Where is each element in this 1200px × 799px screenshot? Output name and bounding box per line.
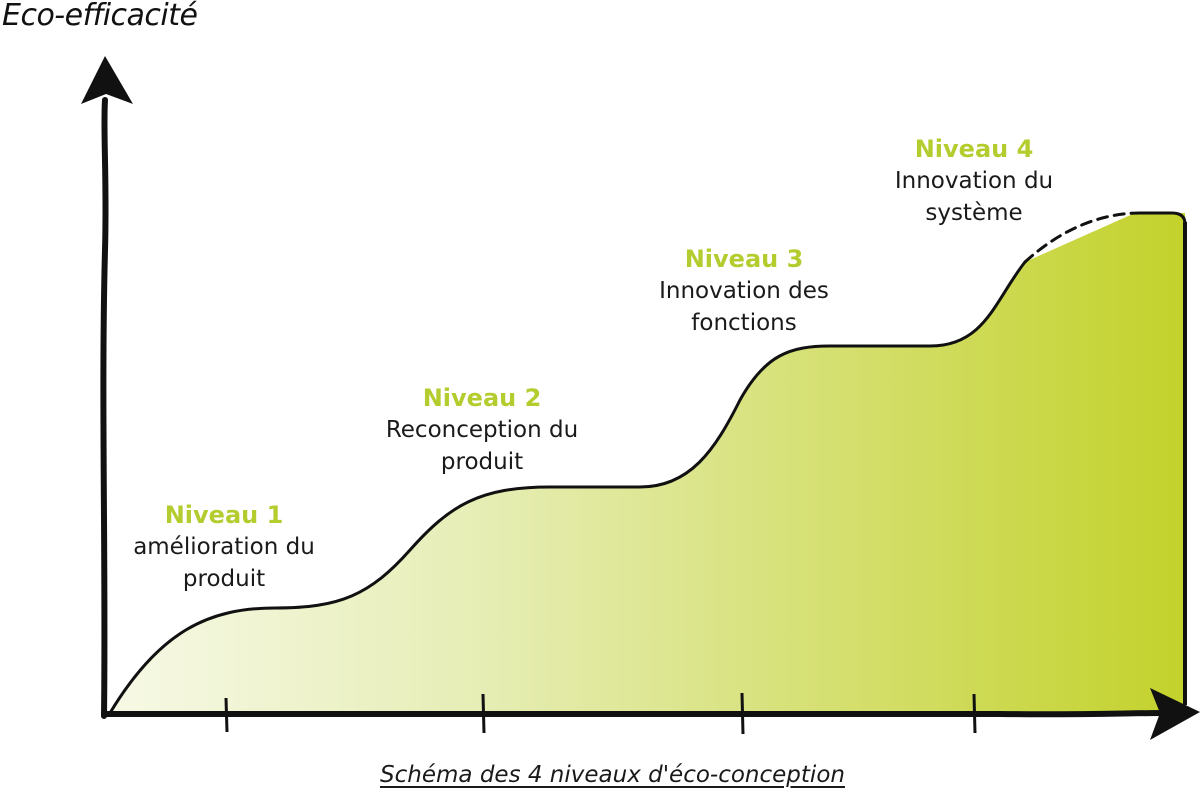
level-1-label: Niveau 1 amélioration du produit <box>94 499 354 595</box>
x-axis-tick <box>481 693 486 734</box>
eco-efficiency-area <box>110 213 1185 713</box>
y-axis-label: Eco-efficacité <box>2 0 198 33</box>
level-3-title: Niveau 3 <box>684 245 804 273</box>
x-axis-arrowhead <box>1150 688 1200 740</box>
level-1-desc-line2: produit <box>182 566 266 592</box>
level-4-label: Niveau 4 Innovation du système <box>844 133 1104 229</box>
level-2-title: Niveau 2 <box>422 384 542 412</box>
plateau-top <box>1138 211 1187 226</box>
x-axis-tick <box>224 697 229 733</box>
projected-curve-dashed <box>1023 211 1142 264</box>
x-axis-tick <box>740 692 745 735</box>
level-2-label: Niveau 2 Reconception du produit <box>352 382 612 478</box>
diagram-caption: Schéma des 4 niveaux d'éco-conception <box>380 762 845 788</box>
x-axis <box>101 710 1168 718</box>
x-axis-tick <box>972 693 977 734</box>
level-4-title: Niveau 4 <box>914 135 1034 163</box>
level-1-title: Niveau 1 <box>164 501 284 529</box>
level-3-desc-line1: Innovation des <box>659 278 829 304</box>
level-1-desc-line1: amélioration du <box>133 534 315 560</box>
level-2-desc-line1: Reconception du <box>385 417 579 443</box>
eco-efficiency-curve <box>108 260 1027 715</box>
level-2-desc-line2: produit <box>440 449 524 475</box>
y-axis-arrowhead <box>81 56 133 104</box>
level-4-desc-line2: système <box>925 200 1023 226</box>
level-3-desc-line2: fonctions <box>691 310 797 336</box>
y-axis <box>100 97 109 719</box>
level-4-desc-line1: Innovation du <box>894 168 1054 194</box>
level-3-label: Niveau 3 Innovation des fonctions <box>614 243 874 339</box>
